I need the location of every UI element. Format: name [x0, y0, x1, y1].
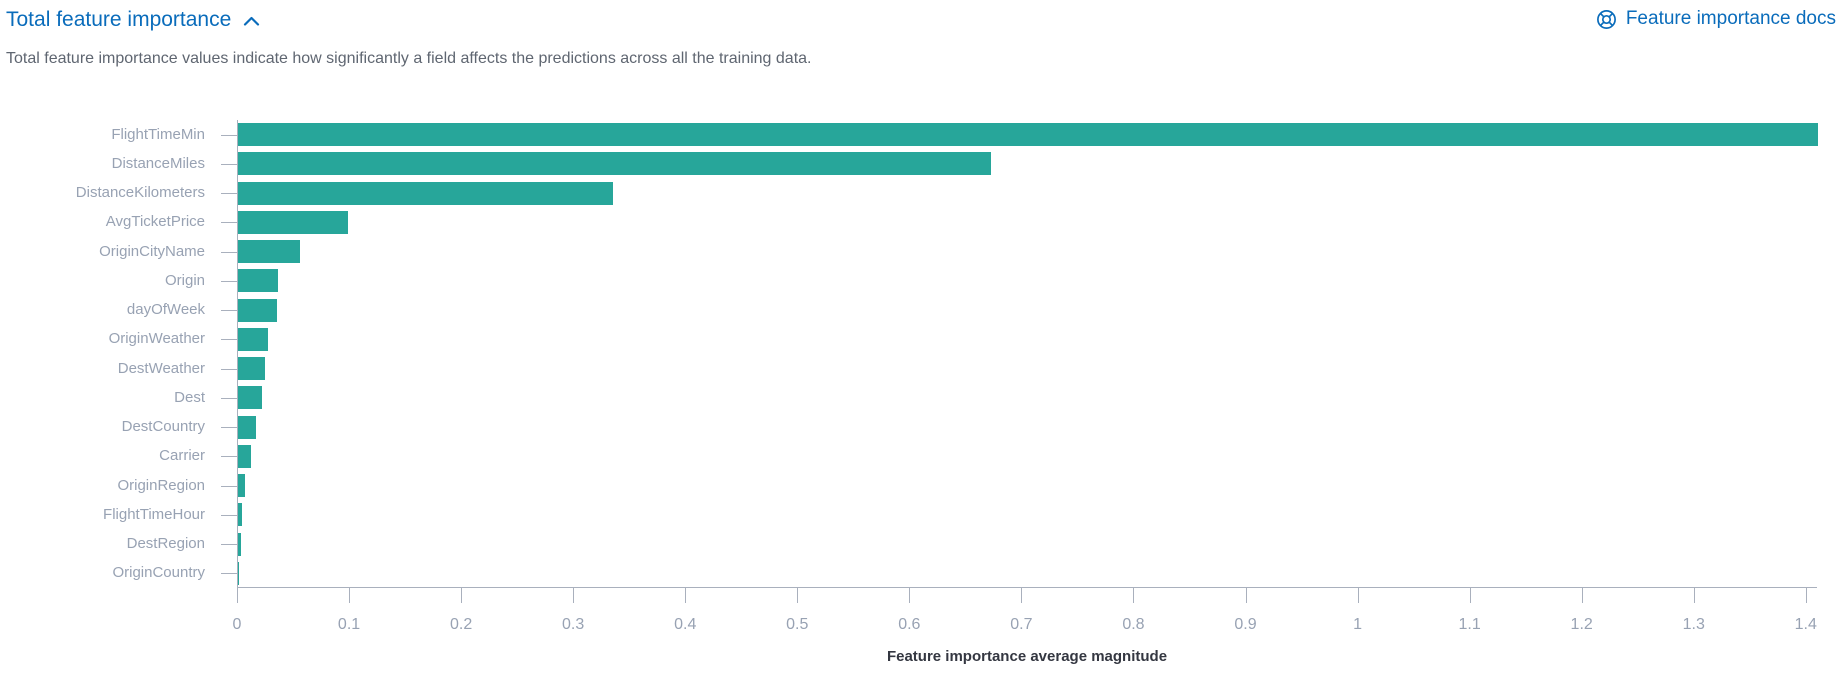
y-axis-label: OriginWeather [108, 330, 205, 348]
x-axis-tick [237, 588, 238, 603]
y-axis-tick [221, 251, 237, 253]
y-axis-tick [221, 514, 237, 516]
y-axis-tick [221, 134, 237, 136]
y-axis-label: DestRegion [126, 535, 205, 553]
y-axis-tick [221, 310, 237, 312]
x-axis-tick [1581, 588, 1583, 603]
x-axis-tick-label: 0.2 [449, 616, 473, 633]
y-axis-tick [221, 280, 237, 282]
y-axis-tick [221, 397, 237, 399]
x-axis-tick [1133, 588, 1135, 603]
y-axis-tick [221, 544, 237, 546]
bar-Origin [238, 269, 279, 293]
bar-DistanceKilometers [238, 181, 614, 205]
help-icon [1596, 9, 1617, 30]
plot-area [237, 120, 1818, 588]
docs-link-label: Feature importance docs [1625, 7, 1836, 29]
y-axis-label: DestCountry [121, 418, 205, 436]
bar-OriginCountry [238, 561, 240, 585]
x-axis-tick [1469, 588, 1471, 603]
x-axis-tick-label: 1 [1353, 616, 1363, 633]
y-axis-label: AvgTicketPrice [105, 213, 205, 231]
x-axis-tick [1693, 588, 1695, 603]
y-axis-tick [221, 339, 237, 341]
y-axis-tick [221, 368, 237, 370]
x-axis-tick-label: 0.5 [786, 616, 809, 633]
bar-dayOfWeek [238, 298, 278, 322]
bar-DestWeather [238, 357, 265, 381]
y-axis-label: dayOfWeek [126, 301, 205, 319]
bar-AvgTicketPrice [238, 210, 348, 234]
x-axis-tick-label: 0 [232, 616, 242, 633]
y-axis-label: DestWeather [117, 359, 205, 377]
y-axis-label: Carrier [159, 447, 205, 465]
bar-Carrier [238, 444, 252, 468]
x-axis-tick [1021, 588, 1023, 603]
x-axis-tick-label: 0.7 [1010, 616, 1033, 633]
y-axis-label: DistanceKilometers [75, 184, 205, 202]
y-axis-label: OriginCountry [112, 564, 205, 582]
y-axis-tick [221, 163, 237, 165]
x-axis-tick-label: 0.8 [1122, 616, 1145, 633]
y-axis-label: FlightTimeMin [111, 125, 205, 143]
y-axis-tick [221, 456, 237, 458]
x-axis-tick [1357, 588, 1359, 603]
y-axis-label: Dest [174, 388, 205, 406]
x-axis-tick [909, 588, 911, 603]
x-axis-tick-label: 1.1 [1458, 616, 1481, 633]
bar-OriginRegion [238, 474, 245, 498]
y-axis-label: OriginRegion [117, 476, 205, 494]
y-axis-tick [221, 193, 237, 195]
x-axis-tick-label: 1.3 [1682, 616, 1705, 633]
x-axis-tick-label: 0.6 [898, 616, 921, 633]
x-axis-tick-label: 1.2 [1570, 616, 1593, 633]
x-axis-tick [573, 588, 575, 603]
x-axis-tick [797, 588, 799, 603]
bar-Dest [238, 386, 262, 410]
x-axis-title: Feature importance average magnitude [886, 648, 1168, 665]
chart: Feature importance average magnitude Fli… [0, 100, 1844, 680]
bar-FlightTimeHour [238, 503, 243, 527]
x-axis-tick [461, 588, 463, 603]
x-axis-tick-label: 0.3 [562, 616, 585, 633]
y-axis-label: Origin [164, 271, 205, 289]
x-axis-tick [349, 588, 351, 603]
bar-DestRegion [238, 532, 242, 556]
y-axis-label: DistanceMiles [111, 154, 205, 172]
y-axis-tick [221, 222, 237, 224]
section-toggle-total-feature-importance[interactable]: Total feature importance [6, 6, 260, 33]
x-axis-tick [1805, 588, 1807, 603]
y-axis-tick [221, 485, 237, 487]
x-axis-tick-label: 1.4 [1794, 616, 1817, 633]
x-axis-tick [685, 588, 687, 603]
y-axis-tick [221, 427, 237, 429]
bar-OriginCityName [238, 240, 300, 264]
x-axis-tick-label: 0.9 [1234, 616, 1257, 633]
bar-FlightTimeMin [238, 123, 1818, 147]
bar-DistanceMiles [238, 152, 992, 176]
feature-importance-docs-link[interactable]: Feature importance docs [1596, 7, 1836, 30]
bar-OriginWeather [238, 327, 269, 351]
y-axis-label: FlightTimeHour [103, 505, 205, 523]
bar-DestCountry [238, 415, 256, 439]
x-axis-tick-label: 0.1 [337, 616, 361, 633]
section-description: Total feature importance values indicate… [6, 50, 812, 67]
section-title: Total feature importance [6, 7, 232, 31]
x-axis-tick-label: 0.4 [674, 616, 697, 633]
y-axis-tick [221, 573, 237, 575]
chevron-up-icon[interactable] [243, 9, 260, 33]
x-axis-tick [1245, 588, 1247, 603]
y-axis-label: OriginCityName [99, 242, 205, 260]
